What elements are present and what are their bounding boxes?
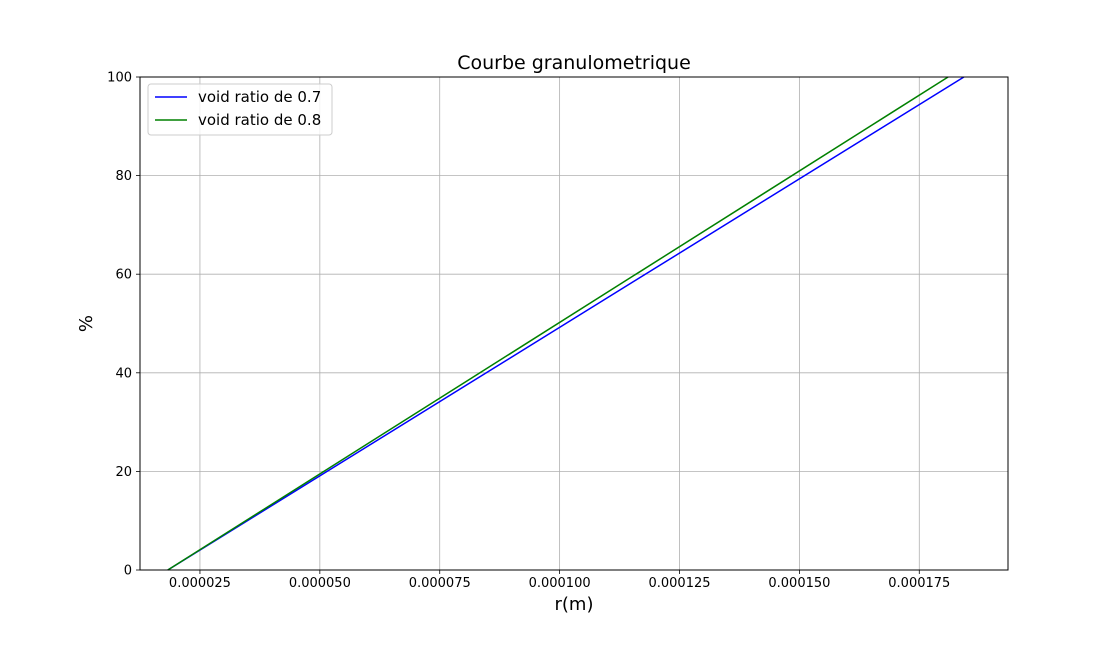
x-tick-label: 0.000150 <box>768 576 830 591</box>
chart-title: Courbe granulometrique <box>457 52 691 74</box>
x-tick-label: 0.000100 <box>529 576 591 591</box>
series-line-0 <box>167 76 965 571</box>
legend: void ratio de 0.7 void ratio de 0.8 <box>147 83 333 136</box>
x-tick-label: 0.000075 <box>409 576 471 591</box>
legend-label-void-ratio-0-7: void ratio de 0.7 <box>198 88 321 106</box>
x-axis-label: r(m) <box>555 594 594 615</box>
y-tick-label: 0 <box>124 564 132 579</box>
y-tick-label: 80 <box>115 169 132 184</box>
y-tick-label: 40 <box>115 366 132 381</box>
y-axis-ticks: 0 20 40 60 80 100 <box>107 71 140 579</box>
series-lines <box>167 76 965 571</box>
x-tick-label: 0.000175 <box>888 576 950 591</box>
y-axis-label: % <box>76 315 97 332</box>
y-tick-label: 60 <box>115 268 132 283</box>
x-tick-label: 0.000125 <box>648 576 710 591</box>
x-tick-label: 0.000025 <box>169 576 231 591</box>
x-axis-ticks: 0.000025 0.000050 0.000075 0.000100 0.000125… <box>169 570 950 591</box>
legend-label-void-ratio-0-8: void ratio de 0.8 <box>198 111 321 129</box>
y-tick-label: 20 <box>115 465 132 480</box>
legend-box <box>147 83 333 136</box>
series-line-1 <box>167 76 949 571</box>
plot-frame <box>139 76 1009 571</box>
x-tick-label: 0.000050 <box>289 576 351 591</box>
y-tick-label: 100 <box>107 71 132 86</box>
